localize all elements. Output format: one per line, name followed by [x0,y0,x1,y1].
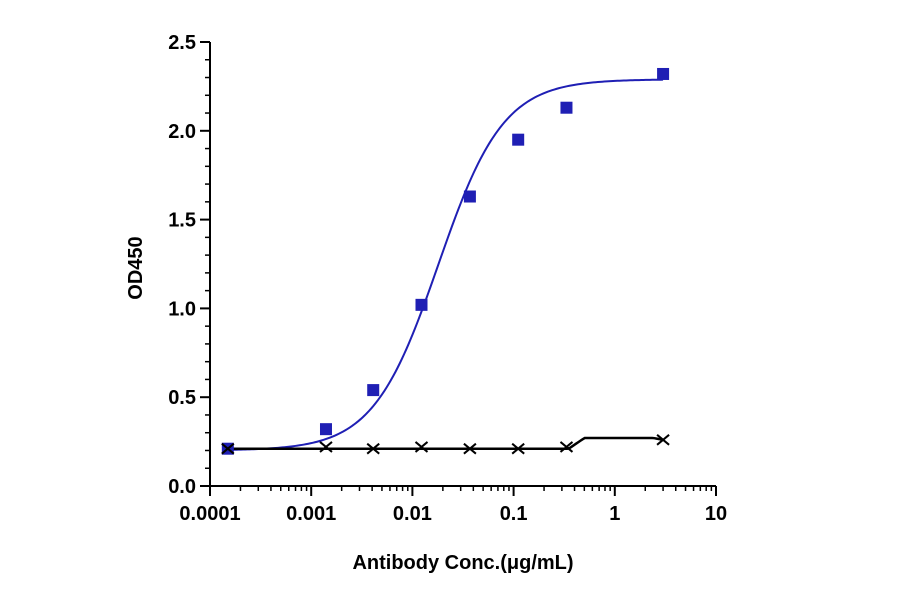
data-point-x [414,441,429,453]
data-point-square [367,384,380,397]
x-tick-label: 0.0001 [179,503,240,525]
x-tick-label: 0.001 [286,503,336,525]
x-tick-label: 1 [609,503,620,525]
axes: 0.0 0.5 1.0 1.5 2.0 2.5 0.0001 0.001 0.01 0.1 1 10 [168,32,727,525]
y-tick-label: 1.5 [168,210,196,232]
x-tick-label: 10 [705,503,727,525]
y-tick-label: 2.0 [168,121,196,143]
y-axis-title: OD450 [125,236,147,299]
data-point-square [463,190,476,203]
data-point-square [415,298,428,311]
data-points [221,67,670,455]
x-marker-stroke [221,442,235,455]
x-tick-label: 0.1 [500,503,528,525]
x-marker-stroke [414,441,429,453]
x-marker-stroke [656,434,670,446]
fit-curves [227,78,664,451]
data-point-x [366,442,380,455]
y-tick-label: 1.0 [168,298,196,320]
data-point-x [221,442,235,455]
data-point-x [463,442,477,455]
x-marker-stroke [463,442,477,455]
fit-curve-series-2 [227,436,664,450]
fit-curve-series-1 [227,78,664,451]
x-marker-stroke [511,442,525,455]
data-point-x [511,442,525,455]
x-marker-stroke [366,442,380,455]
y-tick-label: 0.5 [168,387,196,409]
x-tick-label: 0.01 [393,503,432,525]
data-point-x [656,434,670,446]
x-marker-stroke [319,441,333,453]
x-marker-stroke [559,441,574,453]
data-point-square [560,101,573,114]
data-point-square [657,67,670,80]
data-point-x [559,441,574,453]
data-point-square [512,133,525,146]
data-point-x [319,441,333,453]
data-point-square [319,423,332,436]
y-tick-label: 0.0 [168,476,196,498]
y-tick-label: 2.5 [168,32,196,54]
x-axis-title: Antibody Conc.(μg/mL) [352,552,573,574]
